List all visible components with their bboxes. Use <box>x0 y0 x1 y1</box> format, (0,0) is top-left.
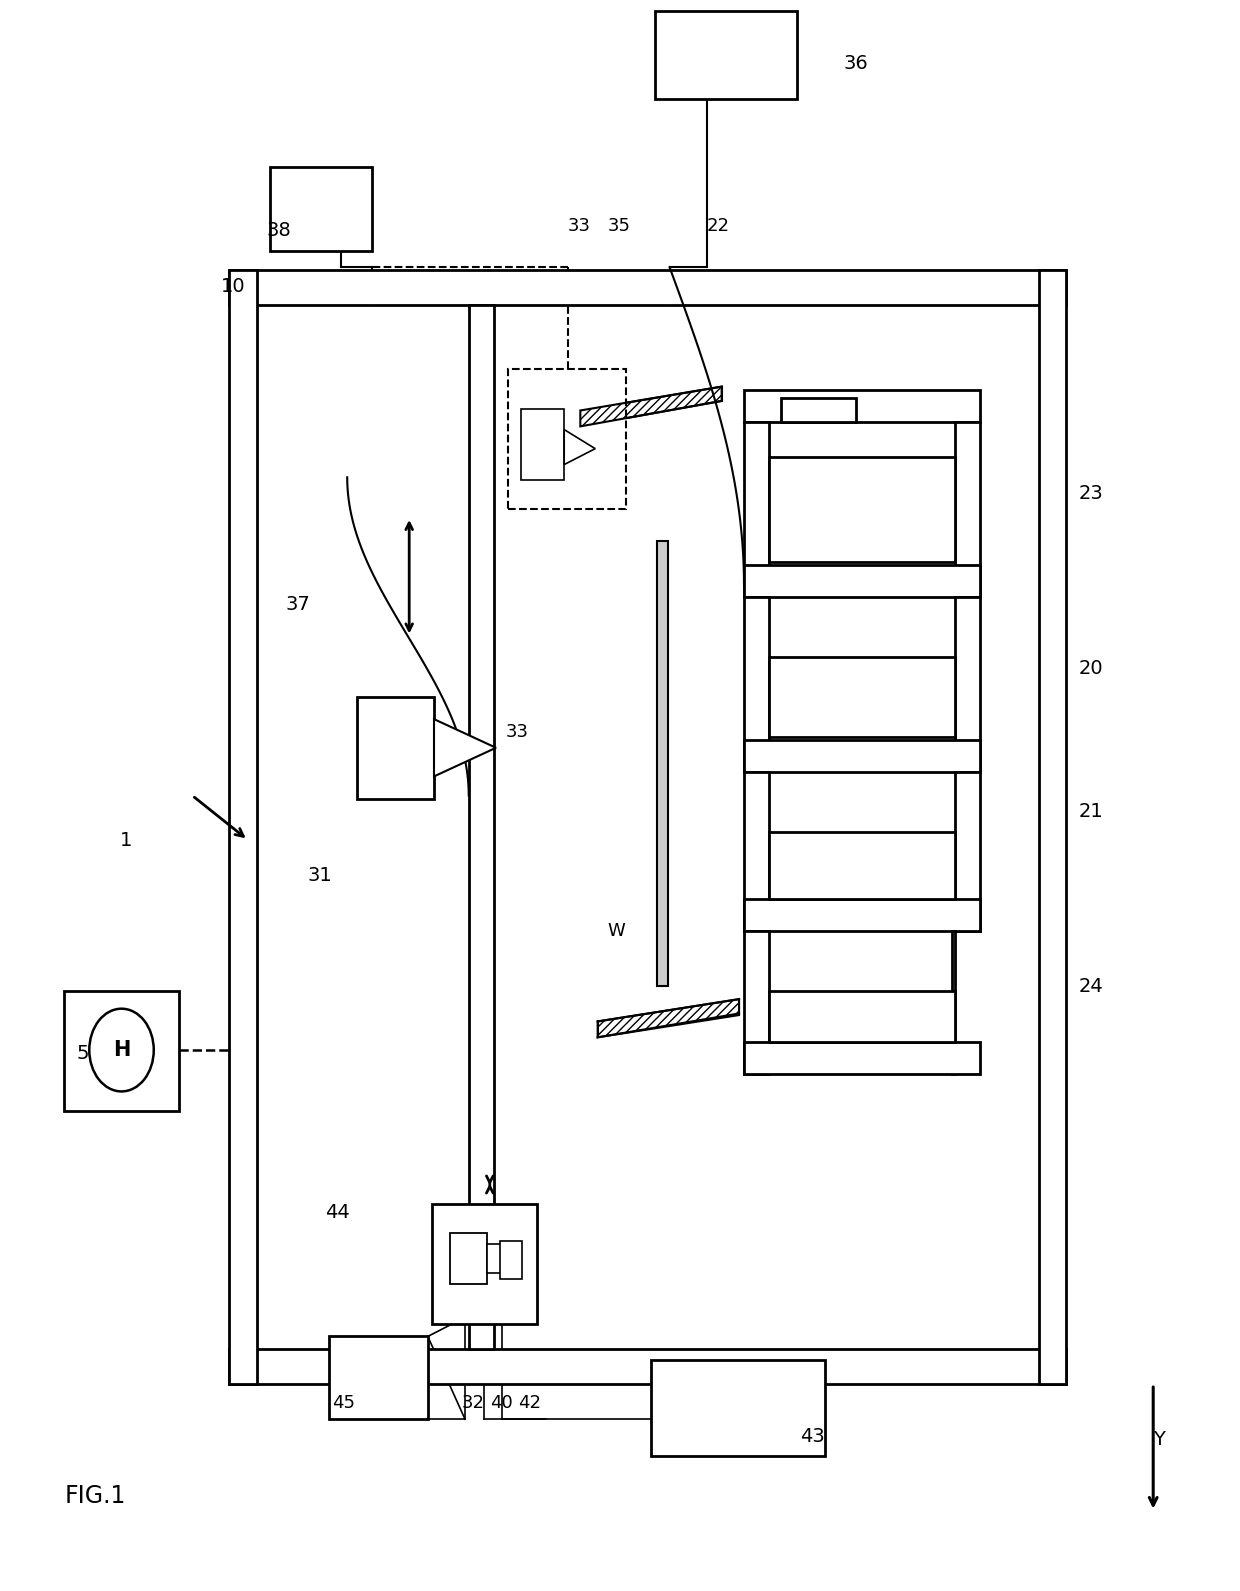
Bar <box>769 991 955 1042</box>
Text: 20: 20 <box>1079 659 1104 678</box>
Polygon shape <box>564 430 595 465</box>
Bar <box>769 657 955 737</box>
Text: 10: 10 <box>221 277 246 296</box>
Bar <box>744 740 980 772</box>
Bar <box>229 1349 1066 1384</box>
Bar <box>487 1244 512 1273</box>
Bar <box>651 1360 825 1456</box>
Text: H: H <box>113 1041 130 1060</box>
Text: 32: 32 <box>461 1394 485 1413</box>
Bar <box>744 565 980 597</box>
Bar <box>744 390 980 422</box>
Bar <box>769 832 955 899</box>
Bar <box>781 398 856 422</box>
Text: Y: Y <box>1153 1430 1166 1449</box>
Bar <box>469 305 494 1349</box>
Text: 24: 24 <box>1079 977 1104 996</box>
Bar <box>781 398 856 422</box>
Text: 45: 45 <box>332 1394 356 1413</box>
Bar <box>955 772 980 931</box>
Text: 23: 23 <box>1079 484 1104 503</box>
Bar <box>744 772 769 931</box>
Bar <box>744 1042 980 1074</box>
Bar <box>955 422 980 597</box>
Bar <box>744 899 980 931</box>
Bar <box>270 167 372 251</box>
Bar <box>469 305 494 1349</box>
Bar <box>744 899 980 931</box>
Bar <box>744 390 980 422</box>
Bar <box>744 422 769 597</box>
Bar <box>955 597 980 772</box>
Bar <box>432 1204 537 1324</box>
Bar <box>955 597 980 772</box>
Text: 43: 43 <box>800 1427 825 1446</box>
Text: 38: 38 <box>267 221 291 240</box>
Text: 22: 22 <box>707 216 730 235</box>
Bar <box>357 697 434 799</box>
Bar <box>450 1233 487 1284</box>
Bar <box>744 740 980 772</box>
Bar <box>229 270 257 1384</box>
Bar <box>744 931 769 1074</box>
Bar <box>64 991 179 1111</box>
Text: W: W <box>608 921 625 940</box>
Bar <box>1039 270 1066 1384</box>
Text: 35: 35 <box>608 216 631 235</box>
Bar <box>500 1241 522 1279</box>
Circle shape <box>89 1009 154 1091</box>
Text: 21: 21 <box>1079 802 1104 821</box>
Bar <box>229 1349 1066 1384</box>
Text: 36: 36 <box>843 54 868 73</box>
Bar <box>744 565 980 597</box>
Text: 42: 42 <box>518 1394 542 1413</box>
Bar <box>744 597 769 772</box>
Bar <box>744 931 769 1074</box>
Text: 31: 31 <box>308 866 332 885</box>
Bar <box>229 270 1066 305</box>
Bar <box>1039 270 1066 1384</box>
Text: 37: 37 <box>285 595 310 614</box>
Bar <box>508 369 626 509</box>
Text: 50: 50 <box>77 1044 102 1063</box>
Bar <box>655 11 797 99</box>
Bar <box>744 1042 980 1074</box>
Text: 40: 40 <box>490 1394 512 1413</box>
Polygon shape <box>434 719 496 776</box>
Bar <box>744 772 769 931</box>
Text: 44: 44 <box>325 1203 350 1222</box>
Bar <box>521 409 564 480</box>
Bar <box>229 270 257 1384</box>
Bar <box>952 931 955 1074</box>
Bar <box>657 541 668 986</box>
Bar <box>769 457 955 562</box>
Bar <box>955 772 980 931</box>
Text: FIG.1: FIG.1 <box>64 1483 125 1508</box>
Bar <box>744 422 769 597</box>
Bar <box>229 270 1066 305</box>
Bar <box>744 597 769 772</box>
Bar <box>955 422 980 597</box>
Bar <box>952 931 955 1074</box>
Text: 33: 33 <box>506 722 529 741</box>
Text: 1: 1 <box>120 831 133 850</box>
Text: 33: 33 <box>568 216 591 235</box>
Bar <box>329 1336 428 1419</box>
